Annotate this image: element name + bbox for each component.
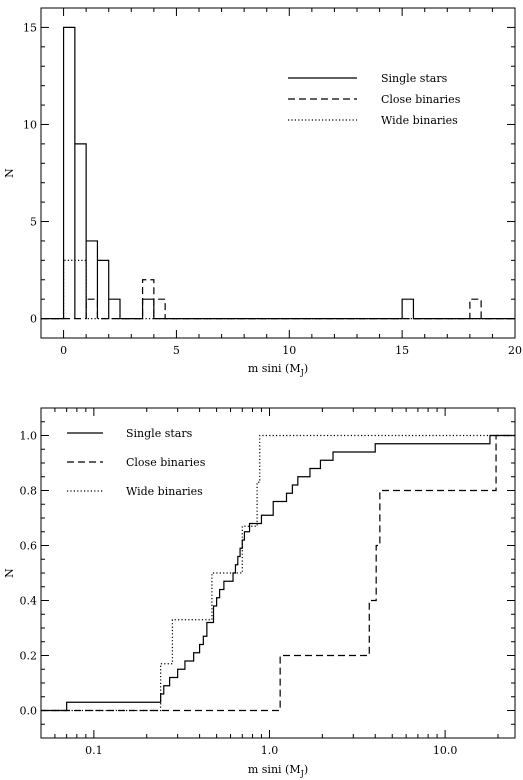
cumulative-ticks: 0.1 1.0 10.0 0.0 0.2 0.4 0.6 0.8 1.0 (20, 408, 515, 757)
x-tick-label: 10.0 (433, 744, 458, 757)
cumulative-legend: Single stars Close binaries Wide binaries (67, 427, 206, 498)
x-tick-label: 20 (508, 344, 522, 357)
x-tick-label: 1.0 (261, 744, 279, 757)
y-tick-label: 5 (30, 216, 37, 229)
histogram-series (41, 26, 515, 320)
cumulative-y-axis-label: N (3, 568, 16, 578)
x-tick-label: 15 (395, 344, 409, 357)
cumulative-series-close-binaries (41, 434, 515, 712)
histogram-ticks: 0 5 10 15 20 0 5 10 15 (23, 7, 522, 357)
y-tick-label: 0.2 (20, 650, 38, 663)
histogram-x-axis-label: m sini (MJ) (248, 362, 308, 377)
cumulative-x-axis-label: m sini (MJ) (248, 763, 308, 778)
histogram-panel: 0 5 10 15 20 0 5 10 15 Single stars Close binarie… (3, 7, 522, 377)
histogram-frame (40, 7, 516, 339)
cumulative-frame (40, 407, 516, 739)
x-tick-label: 0.1 (85, 744, 103, 757)
x-tick-label: 5 (173, 344, 180, 357)
legend-label-close-binaries: Close binaries (381, 93, 461, 106)
legend-label-single-stars: Single stars (126, 427, 193, 440)
cumulative-series (41, 434, 515, 712)
y-tick-label: 10 (23, 118, 37, 131)
y-tick-label: 0.4 (20, 595, 38, 608)
y-tick-label: 15 (23, 21, 37, 34)
legend-label-single-stars: Single stars (381, 72, 448, 85)
histogram-legend: Single stars Close binaries Wide binaries (288, 72, 461, 127)
y-tick-label: 0 (30, 313, 37, 326)
histogram-series-close-binaries (41, 279, 515, 320)
x-tick-label: 10 (282, 344, 296, 357)
legend-label-close-binaries: Close binaries (126, 456, 206, 469)
histogram-y-axis-label: N (3, 168, 16, 178)
legend-label-wide-binaries: Wide binaries (381, 114, 458, 127)
y-tick-label: 1.0 (20, 430, 38, 443)
histogram-series-wide-binaries (41, 259, 515, 320)
y-tick-label: 0.8 (20, 485, 38, 498)
cumulative-series-single-stars (41, 434, 515, 712)
y-tick-label: 0.0 (20, 705, 38, 718)
cumulative-series-wide-binaries (41, 434, 515, 712)
cumulative-panel: 0.1 1.0 10.0 0.0 0.2 0.4 0.6 0.8 1.0 Single star… (3, 407, 516, 778)
legend-label-wide-binaries: Wide binaries (126, 485, 203, 498)
x-tick-label: 0 (60, 344, 67, 357)
y-tick-label: 0.6 (20, 540, 38, 553)
